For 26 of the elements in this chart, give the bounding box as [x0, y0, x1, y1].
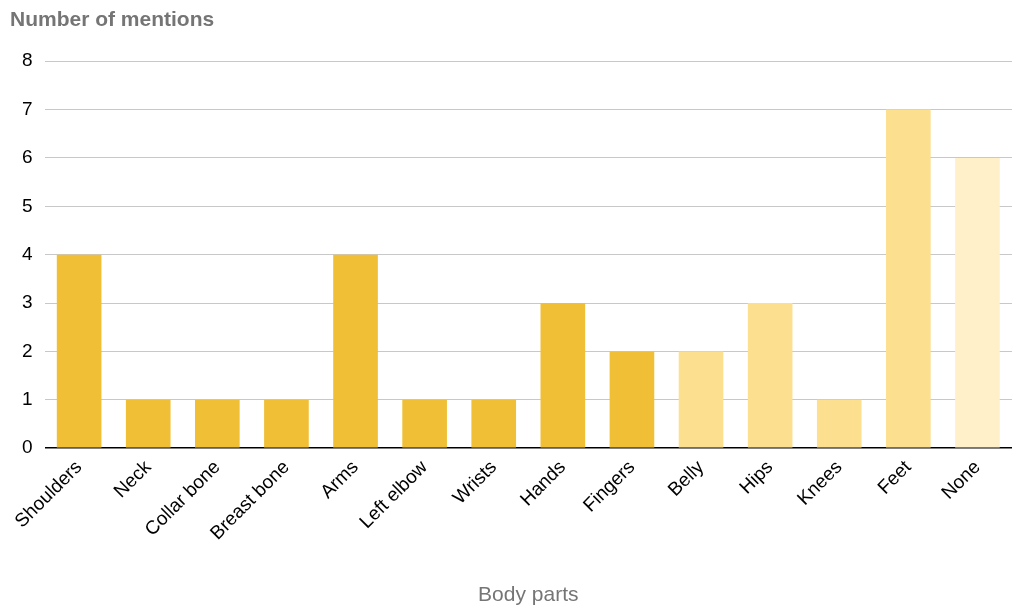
bar — [955, 157, 1000, 448]
bar — [609, 351, 655, 448]
bar — [264, 399, 309, 448]
y-tick-label: 3 — [21, 291, 33, 313]
y-axis-title: Number of mentions — [10, 7, 215, 31]
bar — [540, 303, 586, 448]
bar — [471, 399, 517, 448]
y-tick-label: 0 — [21, 436, 33, 458]
bar — [747, 303, 793, 448]
bar — [333, 254, 378, 448]
y-tick-label: 1 — [21, 388, 33, 410]
y-tick-label: 8 — [21, 49, 33, 71]
x-axis-title: Body parts — [478, 582, 579, 606]
bar — [816, 399, 862, 448]
bar — [402, 399, 447, 448]
bar — [886, 109, 931, 448]
y-tick-label: 5 — [21, 194, 33, 216]
bar — [195, 399, 240, 448]
bar — [125, 399, 171, 448]
y-tick-label: 7 — [21, 97, 33, 119]
bar — [678, 351, 724, 448]
bar — [56, 254, 102, 448]
y-tick-label: 2 — [21, 339, 33, 361]
y-tick-label: 4 — [21, 242, 33, 264]
y-tick-label: 6 — [21, 146, 33, 168]
x-tick-label: Hips — [734, 455, 777, 498]
